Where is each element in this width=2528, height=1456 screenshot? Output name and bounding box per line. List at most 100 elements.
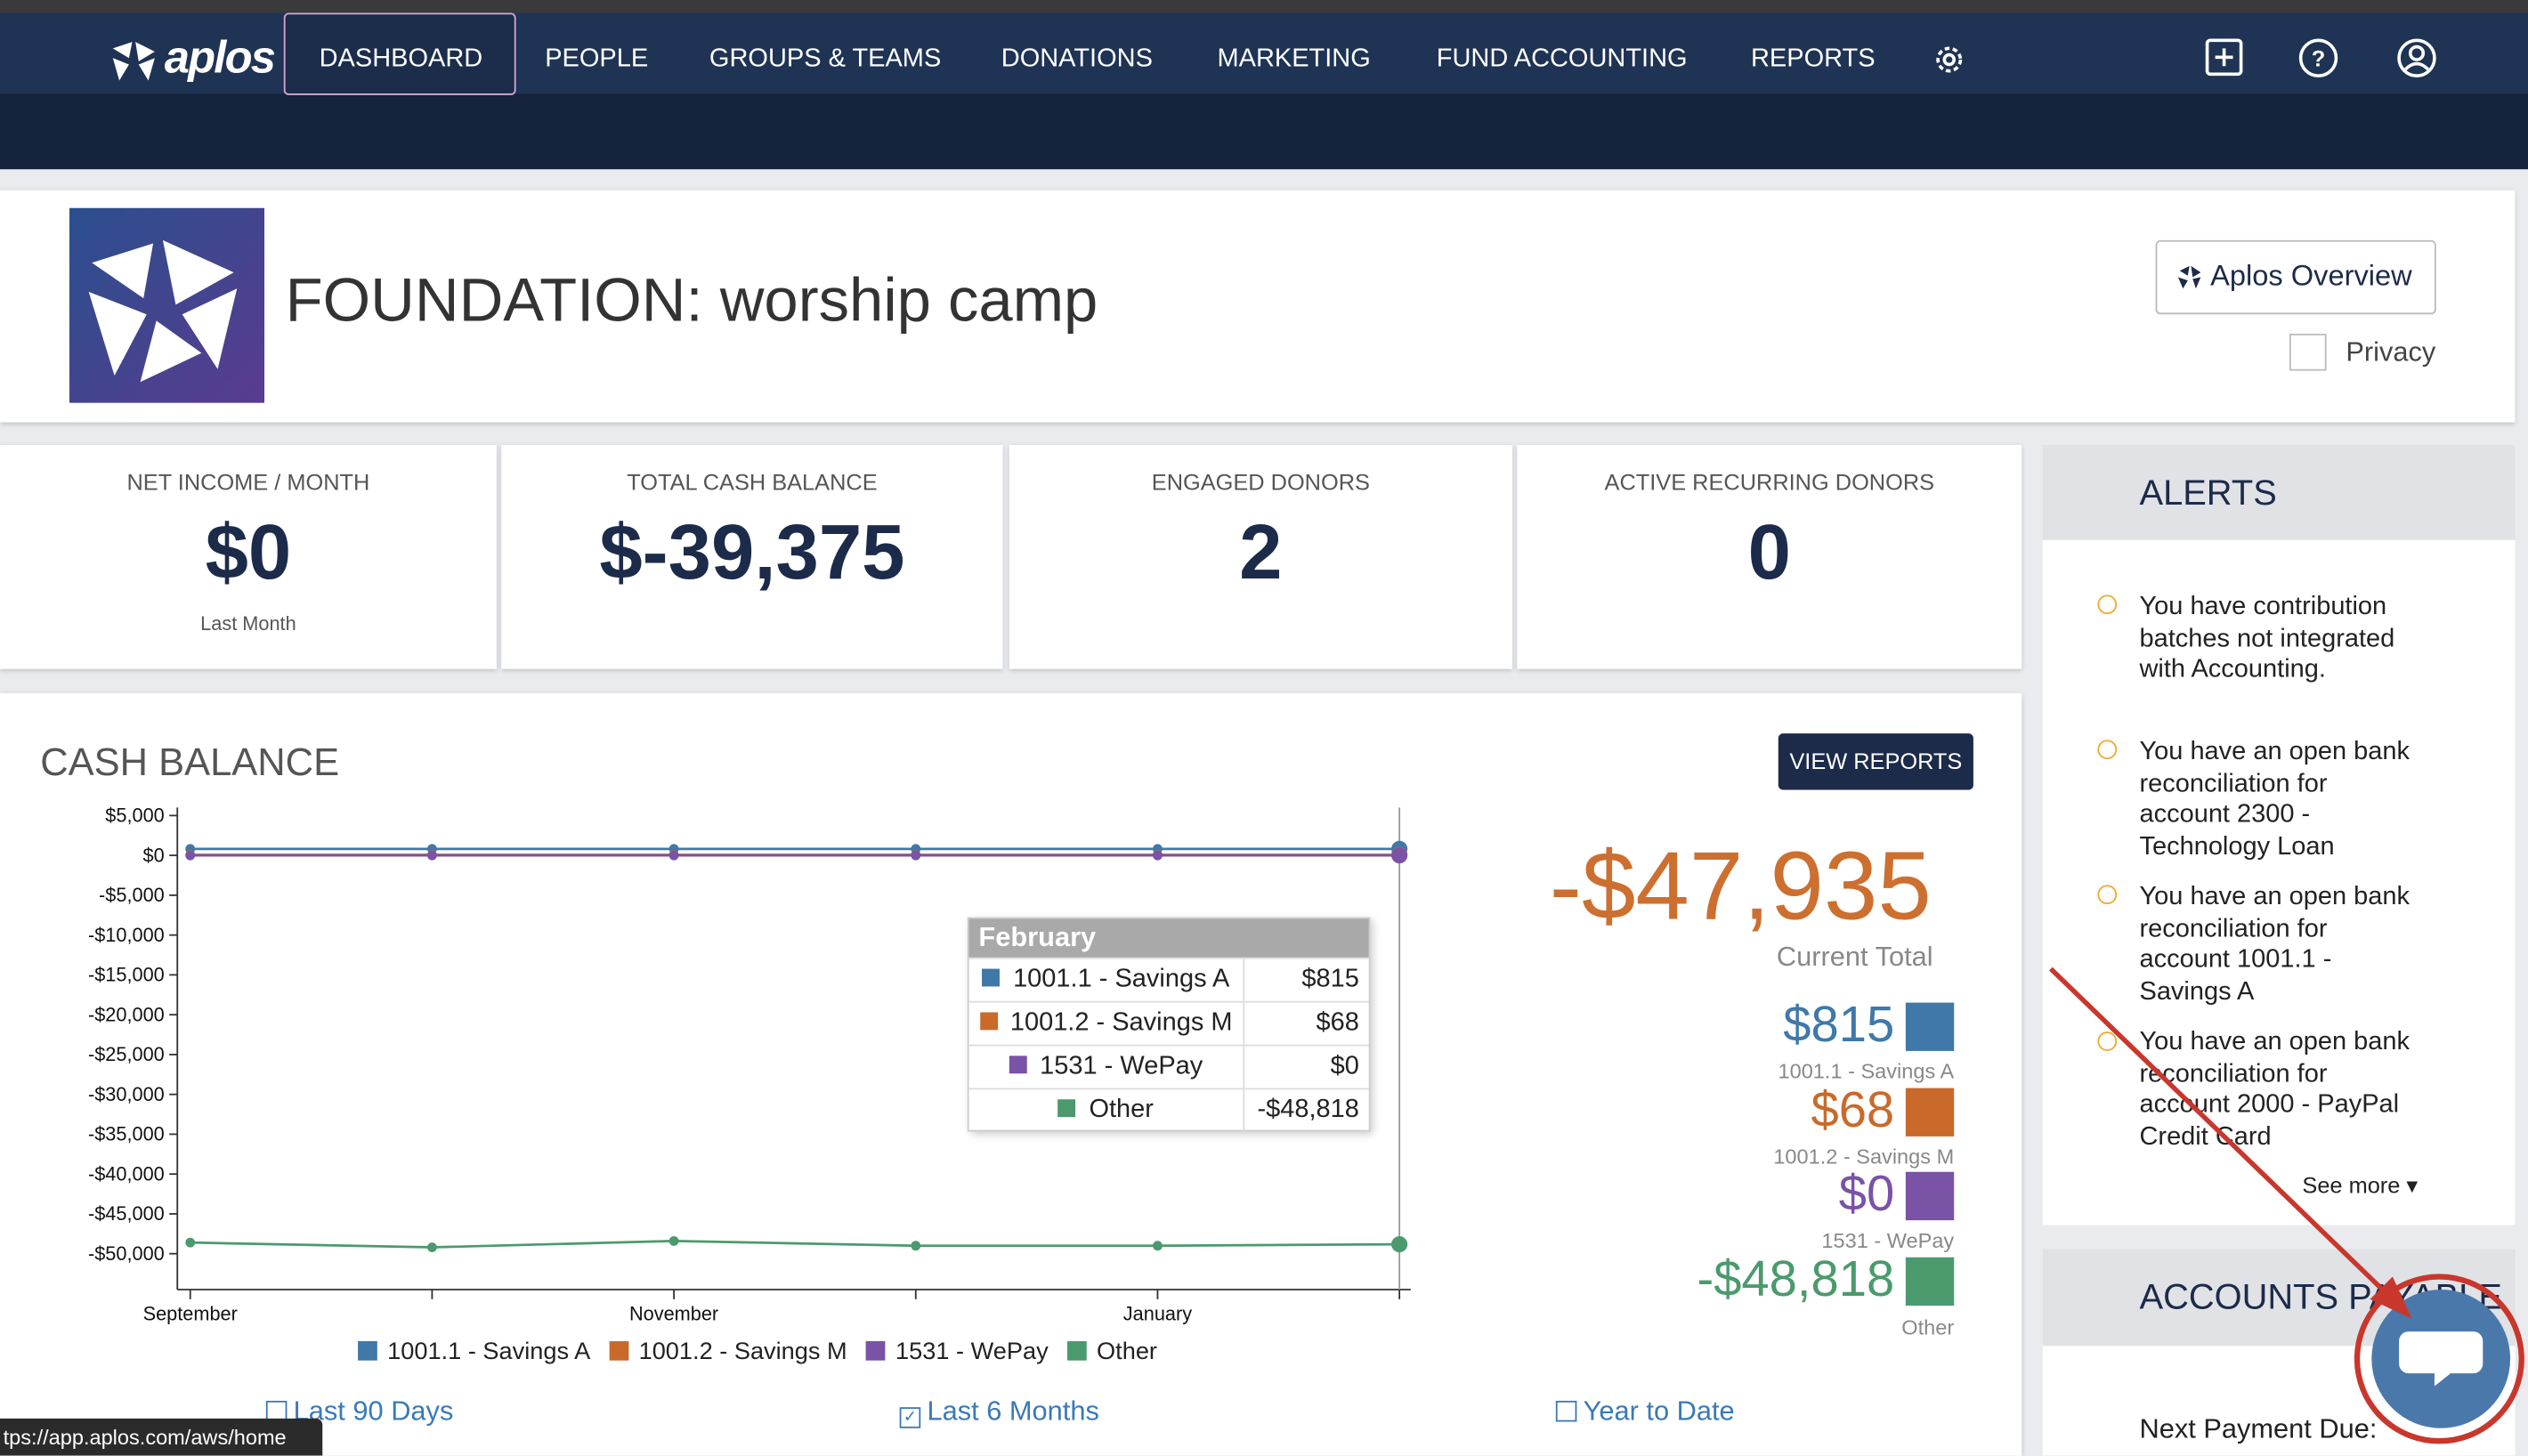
- settings-icon[interactable]: [1928, 38, 1970, 80]
- current-total: -$47,935: [1549, 831, 1932, 940]
- x-tick-label: January: [1123, 1302, 1192, 1324]
- tooltip-row: Other -$48,818: [968, 1088, 1369, 1132]
- legend-item: 1001.1 - Savings A: [358, 1338, 591, 1366]
- range-option[interactable]: Year to Date: [1555, 1395, 1735, 1428]
- nav-item[interactable]: FUND ACCOUNTING: [1436, 44, 1688, 73]
- account-swatch: [1905, 1087, 1955, 1136]
- alerts-header: [2042, 444, 2516, 540]
- data-point: [1391, 1236, 1408, 1253]
- account-swatch: [1905, 1171, 1955, 1221]
- tooltip-row: 1001.1 - Savings A $815: [968, 957, 1369, 1001]
- stat-label: TOTAL CASH BALANCE: [627, 469, 878, 496]
- tooltip-title: February: [968, 918, 1369, 958]
- data-point: [1391, 847, 1408, 864]
- overview-label[interactable]: Aplos Overview: [2210, 259, 2412, 292]
- stat-card: TOTAL CASH BALANCE $-39,375: [501, 444, 1003, 669]
- tooltip-name-cell: 1001.2 - Savings M: [969, 1002, 1245, 1045]
- annotation-circle: [2354, 1274, 2524, 1444]
- y-tick-label: -$10,000: [88, 924, 165, 946]
- legend-swatch: [609, 1340, 629, 1361]
- legend-swatch: [866, 1340, 887, 1361]
- y-tick-label: $0: [143, 844, 165, 866]
- alert-item[interactable]: You have an open bank reconciliation for…: [2139, 883, 2410, 1006]
- privacy-label[interactable]: Privacy: [2346, 336, 2436, 368]
- account-amount: $68: [1811, 1080, 1895, 1137]
- ap-next: Next Payment Due:: [2139, 1413, 2378, 1444]
- alert-bullet: [2097, 885, 2118, 905]
- stat-value: 0: [1747, 511, 1791, 597]
- alert-bullet: [2097, 740, 2118, 760]
- stat-value: $0: [205, 511, 292, 597]
- privacy-checkbox[interactable]: [2289, 333, 2327, 371]
- tooltip-name: 1001.2 - Savings M: [1009, 1008, 1233, 1037]
- alert-item[interactable]: You have contribution batches not integr…: [2139, 593, 2395, 684]
- tooltip-swatch: [979, 1012, 998, 1031]
- tooltip-swatch: [982, 968, 1001, 987]
- account-swatch: [1905, 1256, 1955, 1306]
- nav-item[interactable]: GROUPS & TEAMS: [709, 44, 942, 73]
- add-icon[interactable]: [2202, 36, 2248, 81]
- stat-value: $-39,375: [599, 511, 905, 597]
- nav-item[interactable]: REPORTS: [1750, 44, 1876, 73]
- stat-card: ACTIVE RECURRING DONORS 0: [1517, 444, 2022, 669]
- nav-item[interactable]: MARKETING: [1217, 44, 1371, 73]
- series-line: [190, 1240, 1400, 1249]
- legend-label: 1001.2 - Savings M: [638, 1338, 847, 1366]
- range-option[interactable]: ✓ Last 6 Months: [899, 1395, 1099, 1428]
- annotation-arrowhead: [2370, 1276, 2412, 1319]
- data-point: [911, 1241, 921, 1251]
- logo-text: aplos: [164, 32, 276, 83]
- tooltip-name-cell: 1001.1 - Savings A: [969, 959, 1245, 1001]
- legend-label: Other: [1097, 1338, 1157, 1366]
- see-more-label[interactable]: See more: [2302, 1171, 2401, 1198]
- tooltip-row: 1531 - WePay $0: [968, 1044, 1369, 1088]
- tooltip-name-cell: 1531 - WePay: [969, 1046, 1245, 1088]
- sub-nav: [0, 93, 2528, 170]
- active-tab[interactable]: [283, 12, 516, 95]
- chat-icon: [2399, 1331, 2483, 1387]
- tooltip-value: $0: [1330, 1052, 1359, 1080]
- stat-label: ACTIVE RECURRING DONORS: [1604, 469, 1935, 496]
- view-reports-button[interactable]: VIEW REPORTS: [1778, 733, 1973, 790]
- y-tick-label: -$20,000: [88, 1003, 165, 1025]
- header-card: [0, 190, 2516, 423]
- legend-swatch: [358, 1340, 378, 1361]
- help-icon[interactable]: ?: [2296, 36, 2341, 81]
- nav-item[interactable]: DONATIONS: [1001, 44, 1153, 73]
- svg-text:?: ?: [2312, 46, 2325, 71]
- y-tick-label: -$5,000: [99, 884, 165, 906]
- range-label[interactable]: Last 6 Months: [927, 1395, 1099, 1427]
- stat-label: NET INCOME / MONTH: [126, 469, 370, 496]
- tooltip: February 1001.1 - Savings A $815 1001.2 - …: [967, 917, 1371, 1132]
- nav-item[interactable]: PEOPLE: [545, 44, 649, 73]
- tooltip-value: -$48,818: [1257, 1096, 1359, 1124]
- account-swatch: [1905, 1002, 1955, 1051]
- section-title: CASH BALANCE: [40, 741, 340, 786]
- y-tick-label: -$15,000: [88, 964, 165, 986]
- tooltip-name-cell: Other: [969, 1089, 1245, 1132]
- legend-swatch: [1067, 1340, 1088, 1361]
- stat-value: 2: [1239, 511, 1283, 597]
- see-more[interactable]: See more ▾: [2302, 1171, 2419, 1198]
- range-label[interactable]: Year to Date: [1583, 1395, 1735, 1427]
- y-tick-label: -$50,000: [88, 1242, 165, 1265]
- y-tick-label: -$45,000: [88, 1202, 165, 1225]
- account-amount: -$48,818: [1697, 1250, 1895, 1306]
- current-total-label: Current Total: [1776, 941, 1933, 973]
- account-icon[interactable]: [2394, 36, 2440, 81]
- legend-item: Other: [1067, 1338, 1157, 1365]
- stat-card: ENGAGED DONORS 2: [1009, 444, 1512, 669]
- alerts-title: ALERTS: [2139, 472, 2277, 513]
- legend-item: 1001.2 - Savings M: [609, 1338, 847, 1366]
- legend: 1001.1 - Savings A 1001.2 - Savings M 1531…: [0, 1338, 1516, 1365]
- legend-label: 1001.1 - Savings A: [387, 1338, 591, 1366]
- tooltip-name: Other: [1089, 1096, 1154, 1124]
- tooltip-name: 1531 - WePay: [1040, 1052, 1203, 1080]
- nav-item[interactable]: DASHBOARD: [319, 44, 483, 73]
- tooltip-value: $815: [1301, 965, 1359, 993]
- alert-item[interactable]: You have an open bank reconciliation for…: [2139, 738, 2410, 861]
- overview-button[interactable]: [2155, 239, 2436, 315]
- x-tick-label: September: [143, 1302, 238, 1324]
